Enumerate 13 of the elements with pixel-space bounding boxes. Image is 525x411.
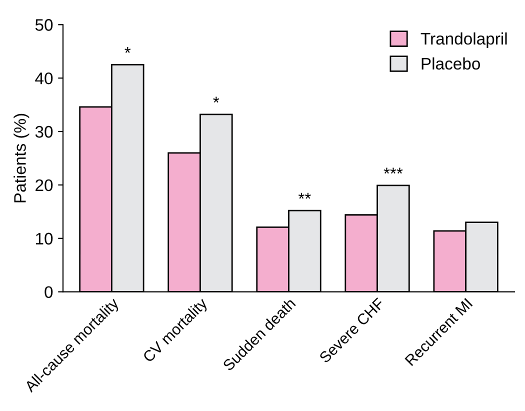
y-tick-label: 50 — [35, 19, 53, 31]
annotation: * — [124, 47, 131, 53]
annotation: ** — [298, 192, 311, 199]
y-tick-label: 0 — [44, 286, 53, 298]
y-tick-label: 30 — [35, 126, 53, 138]
y-tick-label: 10 — [36, 232, 53, 245]
y-axis-title: Patients (%) — [14, 114, 30, 202]
y-tick-label: 20 — [36, 179, 53, 192]
annotation: *** — [384, 168, 403, 174]
y-tick-label: 40 — [35, 72, 53, 84]
legend-label: Placebo — [422, 57, 480, 70]
legend-label: Trandolapril — [420, 32, 507, 48]
annotation: * — [213, 96, 220, 103]
